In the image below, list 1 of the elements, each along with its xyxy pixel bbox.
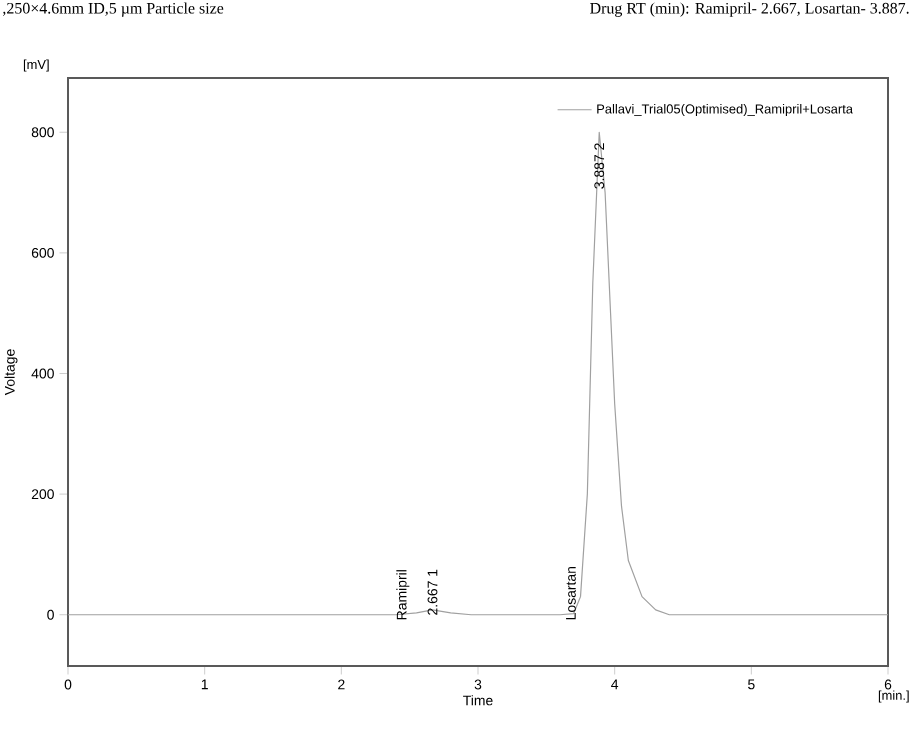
line-series	[68, 131, 888, 616]
